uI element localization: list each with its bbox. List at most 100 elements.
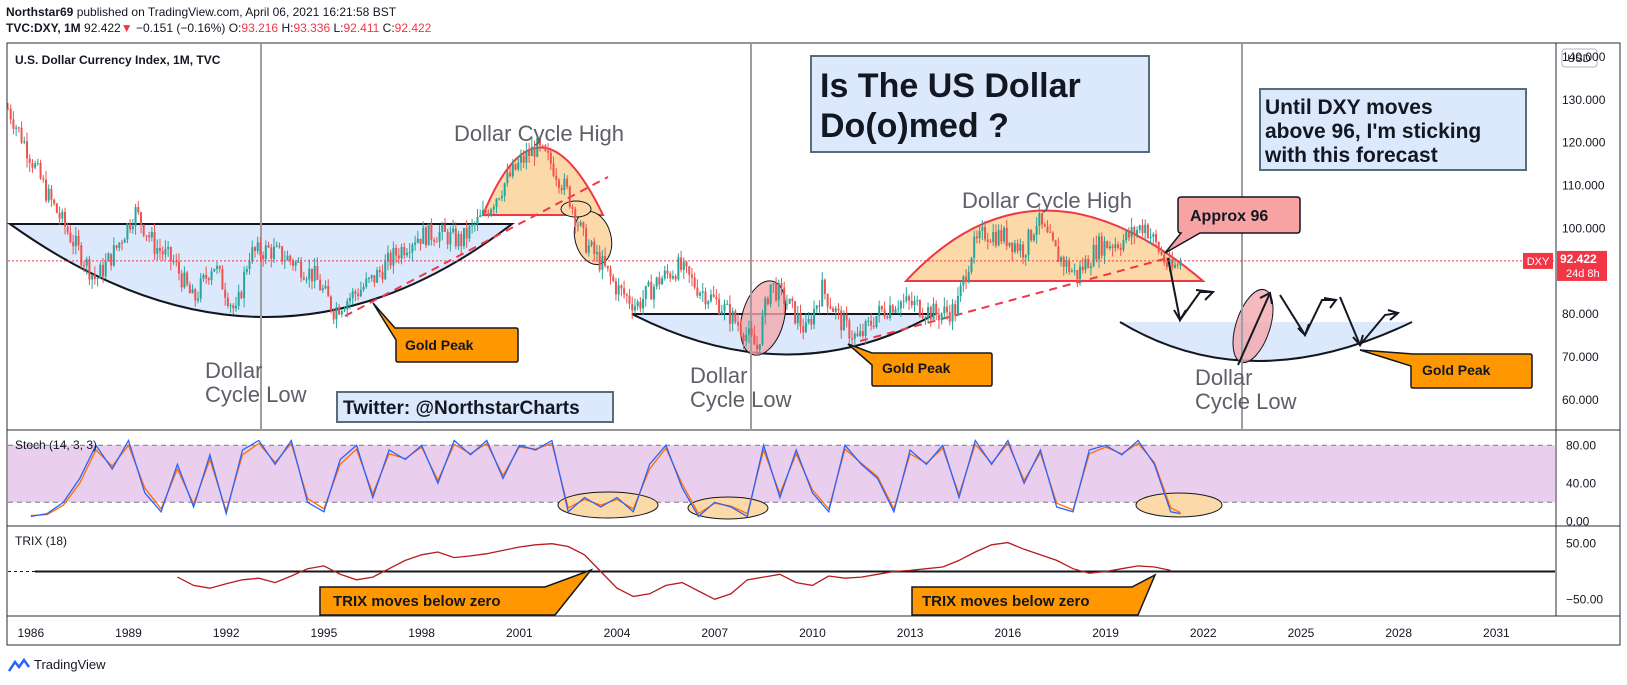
trix-pane: 50.00 −50.00 <box>8 537 1603 606</box>
candle-body <box>951 304 954 322</box>
candle-body <box>829 306 832 309</box>
candle-body <box>549 152 552 164</box>
candle-body <box>986 239 989 242</box>
candle-body <box>595 252 598 254</box>
last-price-value: 92.422 <box>1560 252 1597 266</box>
candle-body <box>726 304 729 306</box>
candle-body <box>503 183 506 196</box>
cycle-low-bowl <box>631 313 939 356</box>
time-tick-label: 2019 <box>1092 626 1119 640</box>
candle-body <box>1160 251 1163 255</box>
candle-body <box>685 261 688 267</box>
main-pane <box>6 146 1413 364</box>
candle-body <box>310 268 313 282</box>
candle-body <box>769 284 772 305</box>
candle-body <box>701 291 704 293</box>
currency-badge[interactable] <box>1561 48 1598 68</box>
footer-brand[interactable]: TradingView <box>8 657 106 672</box>
candle-body <box>438 231 441 242</box>
candle-body <box>563 178 566 191</box>
candle-body <box>39 162 42 179</box>
candle-body <box>799 313 802 327</box>
candle-body <box>400 246 403 259</box>
candle-body <box>965 276 968 283</box>
candle-body <box>669 273 672 279</box>
candle-body <box>715 296 718 300</box>
candle-body <box>707 301 710 305</box>
stoch-pane: 80.00 40.00 0.00 <box>8 438 1596 528</box>
published-text: published on TradingView.com, April 06, … <box>76 5 397 19</box>
candle-body <box>177 261 180 274</box>
candle-body <box>188 284 191 294</box>
stoch-tick-label: 0.00 <box>1566 514 1590 528</box>
candle-body <box>1038 213 1041 226</box>
candle-body <box>408 252 411 254</box>
candle-body <box>973 236 976 258</box>
candle-body <box>870 320 873 326</box>
candle-body <box>180 273 183 288</box>
candle-body <box>525 151 528 163</box>
candle-body <box>568 186 571 207</box>
time-axis: 1986 1989 1992 1995 1998 2001 2004 2007 2010 2013… <box>17 626 1510 640</box>
candle-body <box>574 208 577 226</box>
candle-body <box>134 207 137 227</box>
candle-body <box>96 278 99 280</box>
price-change: −0.151 (−0.16%) <box>135 21 226 35</box>
cycle-low-label: Cycle Low <box>205 382 307 407</box>
candle-body <box>853 333 856 339</box>
author-name[interactable]: Northstar69 <box>6 5 74 19</box>
candle-body <box>932 303 935 320</box>
candle-body <box>918 300 921 317</box>
candle-body <box>392 247 395 266</box>
candle-body <box>997 229 1000 246</box>
low-value: 92.411 <box>343 21 380 35</box>
candle-body <box>42 178 45 180</box>
stoch-highlight-ellipse <box>1135 492 1223 518</box>
candle-body <box>644 285 647 299</box>
candle-body <box>1122 239 1125 250</box>
cycle-low-label: Cycle Low <box>690 387 792 412</box>
candle-body <box>77 235 80 246</box>
candle-body <box>36 162 39 164</box>
trix-note: TRIX moves below zero <box>333 593 501 610</box>
candle-body <box>813 308 816 325</box>
candle-body <box>362 286 365 290</box>
candle-body <box>378 270 381 272</box>
candle-body <box>25 141 28 159</box>
candle-body <box>500 195 503 199</box>
candle-body <box>954 304 957 316</box>
time-tick-label: 2016 <box>994 626 1021 640</box>
candle-body <box>677 257 680 280</box>
candle-body <box>123 239 126 243</box>
approx-label: Approx 96 <box>1190 208 1268 225</box>
candle-body <box>1081 266 1084 271</box>
time-tick-label: 1992 <box>213 626 240 640</box>
candle-body <box>633 306 636 311</box>
candle-body <box>110 253 113 266</box>
price-tick-label: 70.000 <box>1562 350 1599 364</box>
candle-body <box>1149 236 1152 238</box>
candle-body <box>1125 231 1128 240</box>
candle-body <box>457 234 460 247</box>
candle-body <box>476 216 479 225</box>
candle-body <box>72 242 75 247</box>
candle-body <box>815 305 818 309</box>
candle-body <box>511 163 514 177</box>
candle-body <box>430 223 433 240</box>
symbol-label[interactable]: TVC:DXY, 1M <box>6 21 81 35</box>
candle-body <box>262 255 265 260</box>
candle-body <box>712 294 715 297</box>
chart-frame <box>6 42 1621 646</box>
candle-body <box>699 292 702 296</box>
trix-tick-label: 50.00 <box>1566 537 1596 551</box>
candle-body <box>240 292 243 299</box>
candle-body <box>104 261 107 277</box>
candle-body <box>927 307 930 318</box>
candle-body <box>1030 229 1033 241</box>
candle-body <box>332 310 335 320</box>
price-tick-label: 100.000 <box>1562 221 1606 235</box>
candle-body <box>492 206 495 210</box>
candle-body <box>1079 266 1082 280</box>
candle-body <box>302 277 305 280</box>
